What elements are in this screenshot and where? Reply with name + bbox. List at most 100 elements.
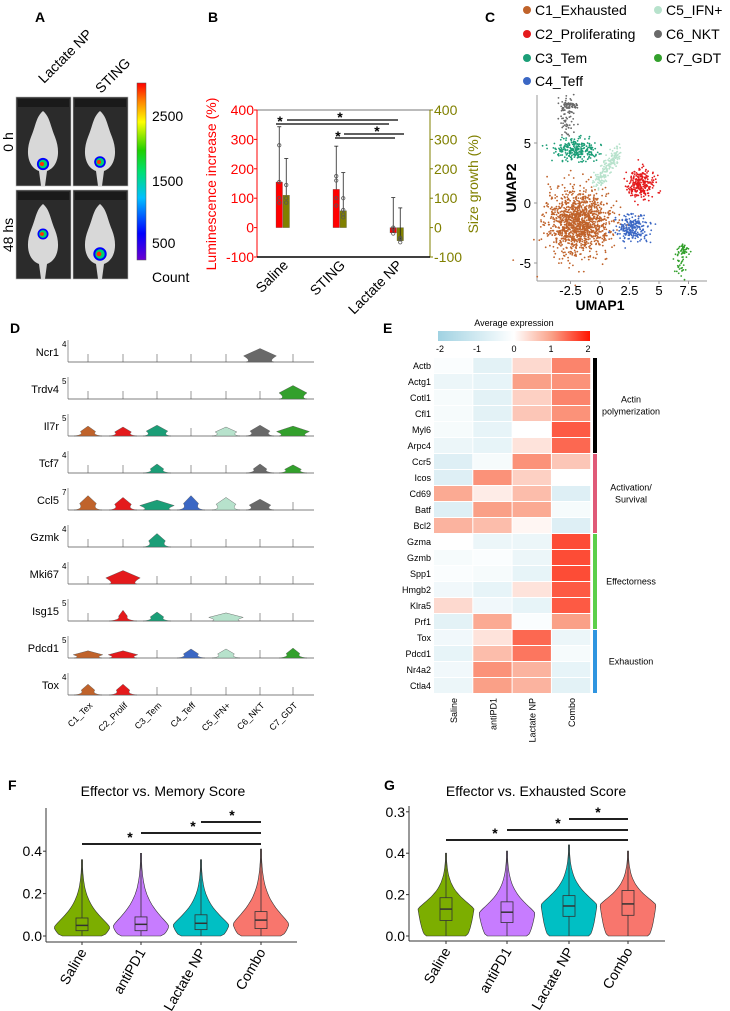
umap-cell-point bbox=[624, 247, 627, 249]
umap-cell-point bbox=[629, 233, 631, 236]
umap-cell-point bbox=[575, 206, 578, 209]
umap-cell-point bbox=[580, 148, 583, 151]
umap-cell-point bbox=[562, 137, 565, 140]
umap-cell-point bbox=[602, 225, 605, 228]
group-label: Exhaustion bbox=[609, 657, 654, 667]
umap-cell-point bbox=[560, 146, 562, 149]
umap-cell-point bbox=[587, 178, 590, 181]
umap-cell-point bbox=[587, 152, 590, 154]
heatmap-cell bbox=[473, 470, 512, 485]
umap-cell-point bbox=[573, 131, 575, 134]
umap-cell-point bbox=[575, 213, 577, 216]
umap-cell-point bbox=[639, 214, 642, 216]
umap-cell-point bbox=[623, 223, 626, 225]
umap-cell-point bbox=[561, 243, 563, 246]
umap-cell-point bbox=[546, 147, 548, 150]
umap-cell-point bbox=[593, 226, 595, 229]
umap-cell-point bbox=[560, 224, 562, 227]
umap-cell-point bbox=[653, 175, 656, 178]
umap-cell-point bbox=[583, 256, 586, 259]
umap-cell-point bbox=[644, 182, 646, 185]
umap-cell-point bbox=[554, 211, 556, 214]
umap-cell-point bbox=[639, 240, 641, 242]
b-left-tick-label: 400 bbox=[231, 102, 255, 118]
x-tick-label: antiPD1 bbox=[110, 945, 149, 996]
violin bbox=[278, 385, 308, 400]
umap-cell-point bbox=[579, 246, 581, 249]
umap-cell-point bbox=[584, 207, 587, 210]
umap-cell-point bbox=[565, 206, 568, 209]
umap-cell-point bbox=[680, 275, 683, 277]
gene-label: Gzmk bbox=[30, 532, 59, 544]
umap-cell-point bbox=[582, 204, 584, 206]
umap-cell-point bbox=[563, 186, 566, 189]
umap-cell-point bbox=[574, 251, 577, 254]
umap-cell-point bbox=[570, 224, 573, 227]
heatmap-cell bbox=[512, 486, 551, 501]
umap-cell-point bbox=[565, 154, 568, 156]
umap-cell-point bbox=[605, 180, 608, 183]
umap-cell-point bbox=[573, 216, 576, 219]
umap-cell-point bbox=[572, 118, 575, 120]
umap-cell-point bbox=[571, 154, 573, 157]
umap-cell-point bbox=[581, 225, 584, 228]
umap-cell-point bbox=[591, 200, 594, 203]
umap-cell-point bbox=[640, 181, 642, 184]
umap-cell-point bbox=[599, 180, 602, 183]
umap-cell-point bbox=[563, 211, 565, 214]
umap-cell-point bbox=[600, 211, 603, 214]
umap-cell-point bbox=[573, 206, 575, 208]
umap-cell-point bbox=[574, 253, 577, 256]
umap-cell-point bbox=[631, 194, 634, 197]
umap-cell-point bbox=[677, 266, 680, 269]
umap-cell-point bbox=[571, 204, 573, 207]
umap-cell-point bbox=[560, 109, 563, 112]
umap-cell-point bbox=[577, 197, 580, 200]
umap-cell-point bbox=[598, 227, 600, 230]
umap-cell-point bbox=[608, 222, 611, 225]
umap-cell-point bbox=[564, 196, 566, 199]
umap-cell-point bbox=[619, 233, 621, 235]
umap-cell-point bbox=[580, 243, 582, 245]
legend-label: C5_IFN+ bbox=[666, 2, 722, 18]
umap-cell-point bbox=[570, 205, 573, 208]
umap-cell-point bbox=[640, 230, 642, 233]
umap-cell-point bbox=[570, 127, 572, 130]
umap-cell-point bbox=[678, 264, 681, 266]
umap-cell-point bbox=[618, 143, 621, 146]
umap-cell-point bbox=[610, 237, 613, 240]
umap-cell-point bbox=[565, 247, 568, 249]
umap-cell-point bbox=[636, 227, 639, 229]
umap-cell-point bbox=[615, 165, 617, 168]
umap-cell-point bbox=[598, 182, 601, 185]
umap-cell-point bbox=[569, 236, 572, 239]
umap-cell-point bbox=[551, 208, 554, 211]
umap-cell-point bbox=[579, 202, 581, 205]
cluster-label: C4_Teff bbox=[169, 700, 198, 729]
umap-cell-point bbox=[639, 183, 642, 186]
umap-cell-point bbox=[588, 250, 591, 253]
umap-cell-point bbox=[603, 180, 606, 183]
violin bbox=[108, 609, 138, 622]
b-right-tick-label: 0 bbox=[434, 220, 442, 236]
umap-cell-point bbox=[599, 165, 602, 167]
b-data-point bbox=[277, 143, 282, 148]
umap-cell-point bbox=[651, 181, 654, 183]
umap-cell-point bbox=[634, 226, 637, 229]
umap-cell-point bbox=[563, 210, 565, 213]
b-data-point bbox=[334, 174, 339, 179]
heatmap-cell bbox=[434, 598, 473, 613]
umap-cell-point bbox=[563, 109, 566, 111]
umap-cell-point bbox=[593, 210, 596, 213]
heatmap-cell bbox=[551, 630, 591, 645]
umap-cell-point bbox=[640, 173, 643, 176]
umap-cell-point bbox=[626, 188, 628, 191]
umap-cell-point bbox=[622, 235, 625, 238]
umap-cell-point bbox=[567, 198, 570, 201]
umap-cell-point bbox=[612, 160, 615, 163]
umap-cell-point bbox=[564, 144, 566, 147]
umap-cell-point bbox=[576, 199, 579, 202]
umap-cell-point bbox=[635, 232, 638, 235]
umap-cell-point bbox=[559, 220, 562, 223]
umap-cell-point bbox=[639, 175, 642, 178]
